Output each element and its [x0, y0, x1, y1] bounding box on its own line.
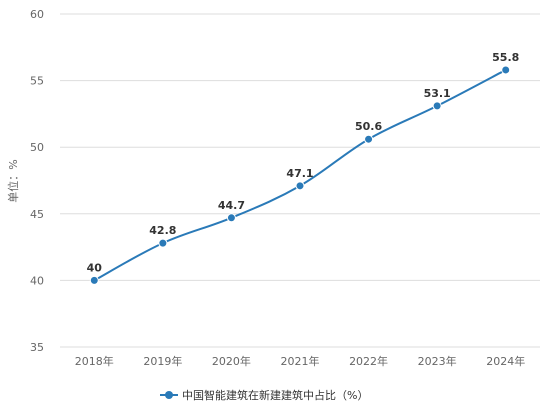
- y-tick-label: 50: [30, 141, 44, 154]
- data-label: 53.1: [424, 87, 451, 100]
- y-tick-label: 45: [30, 208, 44, 221]
- data-point[interactable]: [226, 213, 236, 223]
- x-tick-label: 2022年: [349, 354, 388, 368]
- x-tick-label: 2023年: [418, 354, 457, 368]
- data-point[interactable]: [364, 134, 374, 144]
- x-tick-label: 2018年: [75, 354, 114, 368]
- data-label: 44.7: [218, 199, 245, 212]
- x-tick-label: 2020年: [212, 354, 251, 368]
- y-tick-label: 40: [30, 274, 44, 287]
- data-point[interactable]: [501, 65, 511, 75]
- x-tick-label: 2024年: [486, 354, 525, 368]
- y-tick-label: 55: [30, 75, 44, 88]
- data-point[interactable]: [295, 181, 305, 191]
- data-point[interactable]: [89, 275, 99, 285]
- data-label: 47.1: [286, 167, 313, 180]
- data-label: 42.8: [149, 224, 176, 237]
- data-point[interactable]: [158, 238, 168, 248]
- y-axis-ticks: 35 40 45 50 55 60: [30, 8, 44, 354]
- x-axis-ticks: 2018年 2019年 2020年 2021年 2022年 2023年 2024年: [75, 354, 525, 368]
- gridlines: [60, 13, 540, 348]
- data-label: 40: [87, 261, 103, 274]
- series-layer: 40 42.8 44.7 47.1 50.6 53.1 55.8: [87, 51, 519, 285]
- legend-label: 中国智能建筑在新建建筑中占比（%）: [182, 388, 368, 402]
- x-tick-label: 2019年: [143, 354, 182, 368]
- data-point[interactable]: [432, 101, 442, 111]
- y-axis-label: 单位：%: [6, 159, 20, 202]
- y-tick-label: 60: [30, 8, 44, 21]
- x-tick-label: 2021年: [281, 354, 320, 368]
- legend[interactable]: 中国智能建筑在新建建筑中占比（%）: [160, 388, 368, 402]
- y-tick-label: 35: [30, 341, 44, 354]
- data-label: 50.6: [355, 120, 382, 133]
- legend-marker: [165, 391, 173, 399]
- data-label: 55.8: [492, 51, 519, 64]
